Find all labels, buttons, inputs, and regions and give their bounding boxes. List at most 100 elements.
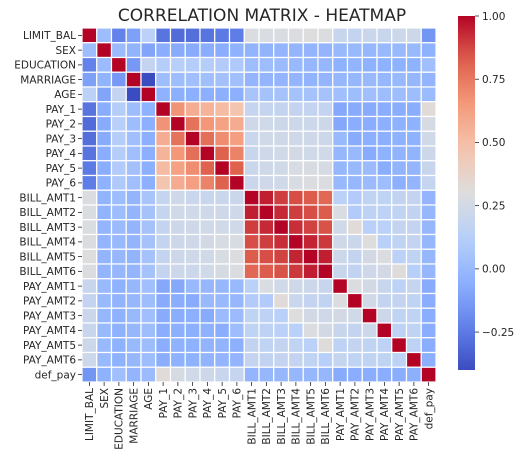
heatmap-cell-BILL_AMT5-PAY_AMT4 [377, 249, 392, 264]
heatmap-cell-def_pay-PAY_4 [200, 367, 215, 382]
heatmap-cell-def_pay-PAY_AMT2 [348, 367, 363, 382]
heatmap-cell-BILL_AMT2-PAY_AMT6 [407, 205, 422, 220]
heatmap-cell-BILL_AMT3-PAY_6 [230, 220, 245, 235]
heatmap-cell-PAY_AMT6-PAY_AMT5 [392, 353, 407, 368]
heatmap-cell-PAY_AMT6-MARRIAGE [126, 353, 141, 368]
heatmap-cell-PAY_AMT6-SEX [97, 353, 112, 368]
heatmap-cell-PAY_AMT1-AGE [141, 279, 156, 294]
heatmap-cell-BILL_AMT1-BILL_AMT6 [318, 190, 333, 205]
heatmap-cell-EDUCATION-def_pay [421, 58, 436, 73]
heatmap-cell-PAY_AMT5-MARRIAGE [126, 338, 141, 353]
heatmap-cell-AGE-PAY_5 [215, 87, 230, 102]
heatmap-cell-PAY_AMT2-PAY_AMT6 [407, 294, 422, 309]
heatmap-cell-AGE-BILL_AMT1 [244, 87, 259, 102]
heatmap-cell-EDUCATION-PAY_AMT1 [333, 58, 348, 73]
heatmap-cell-BILL_AMT5-EDUCATION [112, 249, 127, 264]
heatmap-cell-SEX-PAY_AMT2 [348, 43, 363, 58]
heatmap-cell-PAY_AMT2-BILL_AMT6 [318, 294, 333, 309]
heatmap-cell-LIMIT_BAL-BILL_AMT6 [318, 28, 333, 43]
heatmap-cell-LIMIT_BAL-PAY_AMT5 [392, 28, 407, 43]
colorbar: −0.25 0.00 0.25 0.50 0.75 1.00 [458, 11, 514, 370]
heatmap-cell-AGE-PAY_3 [185, 87, 200, 102]
heatmap-cell-MARRIAGE-BILL_AMT6 [318, 72, 333, 87]
heatmap-cell-PAY_AMT3-BILL_AMT1 [244, 308, 259, 323]
heatmap-cell-PAY_AMT5-BILL_AMT1 [244, 338, 259, 353]
heatmap-cell-PAY_AMT4-PAY_AMT4 [377, 323, 392, 338]
heatmap-cell-AGE-MARRIAGE [126, 87, 141, 102]
heatmap-cell-PAY_AMT5-BILL_AMT4 [289, 338, 304, 353]
y-tick-label-PAY_AMT5: PAY_AMT5 [23, 340, 76, 352]
heatmap-cell-MARRIAGE-BILL_AMT3 [274, 72, 289, 87]
heatmap-cell-BILL_AMT4-PAY_AMT4 [377, 235, 392, 250]
heatmap-cell-PAY_6-PAY_4 [200, 176, 215, 191]
heatmap-cell-PAY_5-EDUCATION [112, 161, 127, 176]
heatmap-cell-MARRIAGE-PAY_AMT5 [392, 72, 407, 87]
heatmap-cell-PAY_AMT6-PAY_1 [156, 353, 171, 368]
heatmap-cell-PAY_AMT6-LIMIT_BAL [82, 353, 97, 368]
heatmap-cell-PAY_AMT2-PAY_AMT4 [377, 294, 392, 309]
heatmap-cell-EDUCATION-BILL_AMT4 [289, 58, 304, 73]
heatmap-cell-EDUCATION-BILL_AMT6 [318, 58, 333, 73]
heatmap-cell-PAY_5-PAY_6 [230, 161, 245, 176]
heatmap-cell-MARRIAGE-PAY_4 [200, 72, 215, 87]
heatmap-cell-PAY_3-PAY_AMT6 [407, 131, 422, 146]
heatmap-cell-BILL_AMT5-PAY_AMT1 [333, 249, 348, 264]
heatmap-cell-PAY_6-def_pay [421, 176, 436, 191]
heatmap-cell-BILL_AMT6-PAY_6 [230, 264, 245, 279]
heatmap-cell-PAY_4-SEX [97, 146, 112, 161]
heatmap-cell-BILL_AMT2-PAY_2 [171, 205, 186, 220]
heatmap-cell-def_pay-PAY_AMT1 [333, 367, 348, 382]
heatmap-cell-BILL_AMT6-PAY_AMT2 [348, 264, 363, 279]
heatmap-cell-AGE-PAY_AMT1 [333, 87, 348, 102]
x-tick-label-BILL_AMT1: BILL_AMT1 [246, 388, 258, 445]
heatmap-cell-PAY_1-PAY_2 [171, 102, 186, 117]
heatmap-cell-PAY_AMT6-PAY_6 [230, 353, 245, 368]
heatmap-cell-PAY_AMT1-BILL_AMT5 [303, 279, 318, 294]
colorbar-tick-label: 0.00 [482, 264, 505, 276]
heatmap-cell-PAY_AMT5-EDUCATION [112, 338, 127, 353]
heatmap-cell-BILL_AMT2-BILL_AMT4 [289, 205, 304, 220]
heatmap-cell-BILL_AMT1-MARRIAGE [126, 190, 141, 205]
colorbar-tick-label: 0.75 [482, 74, 505, 86]
heatmap-cell-LIMIT_BAL-PAY_AMT6 [407, 28, 422, 43]
heatmap-cell-PAY_1-BILL_AMT1 [244, 102, 259, 117]
heatmap-cell-PAY_2-EDUCATION [112, 117, 127, 132]
heatmap-cell-PAY_AMT4-BILL_AMT1 [244, 323, 259, 338]
heatmap-cell-PAY_6-BILL_AMT5 [303, 176, 318, 191]
heatmap-cell-BILL_AMT4-PAY_AMT2 [348, 235, 363, 250]
heatmap-cell-BILL_AMT2-EDUCATION [112, 205, 127, 220]
heatmap-cell-PAY_AMT4-PAY_AMT3 [362, 323, 377, 338]
heatmap-cell-PAY_4-PAY_6 [230, 146, 245, 161]
heatmap-cell-MARRIAGE-PAY_AMT4 [377, 72, 392, 87]
heatmap-cell-PAY_AMT4-EDUCATION [112, 323, 127, 338]
heatmap-cell-PAY_1-PAY_AMT4 [377, 102, 392, 117]
heatmap-cell-BILL_AMT4-BILL_AMT5 [303, 235, 318, 250]
heatmap-cell-BILL_AMT3-BILL_AMT3 [274, 220, 289, 235]
heatmap-cell-EDUCATION-PAY_AMT5 [392, 58, 407, 73]
heatmap-cell-PAY_3-PAY_4 [200, 131, 215, 146]
heatmap-cell-PAY_AMT4-LIMIT_BAL [82, 323, 97, 338]
heatmap-cell-PAY_5-PAY_1 [156, 161, 171, 176]
heatmap-cell-PAY_4-PAY_AMT6 [407, 146, 422, 161]
heatmap-cell-AGE-EDUCATION [112, 87, 127, 102]
heatmap-cell-def_pay-def_pay [421, 367, 436, 382]
heatmap-cell-BILL_AMT3-AGE [141, 220, 156, 235]
heatmap-cell-PAY_AMT1-PAY_AMT6 [407, 279, 422, 294]
heatmap-cell-PAY_6-BILL_AMT2 [259, 176, 274, 191]
heatmap-cell-BILL_AMT4-PAY_AMT5 [392, 235, 407, 250]
heatmap-cell-BILL_AMT5-PAY_5 [215, 249, 230, 264]
heatmap-cell-PAY_2-BILL_AMT3 [274, 117, 289, 132]
heatmap-cell-PAY_6-SEX [97, 176, 112, 191]
heatmap-cell-PAY_AMT2-BILL_AMT2 [259, 294, 274, 309]
heatmap-cell-PAY_3-PAY_2 [171, 131, 186, 146]
heatmap-cell-PAY_AMT3-EDUCATION [112, 308, 127, 323]
heatmap-cell-SEX-PAY_5 [215, 43, 230, 58]
heatmap-cell-PAY_6-LIMIT_BAL [82, 176, 97, 191]
heatmap-cell-PAY_AMT6-BILL_AMT6 [318, 353, 333, 368]
heatmap-cell-PAY_6-AGE [141, 176, 156, 191]
heatmap-cell-PAY_AMT4-PAY_1 [156, 323, 171, 338]
heatmap-cell-MARRIAGE-EDUCATION [112, 72, 127, 87]
heatmap-cell-BILL_AMT6-BILL_AMT1 [244, 264, 259, 279]
heatmap-cell-BILL_AMT6-BILL_AMT6 [318, 264, 333, 279]
heatmap-cell-PAY_AMT4-SEX [97, 323, 112, 338]
